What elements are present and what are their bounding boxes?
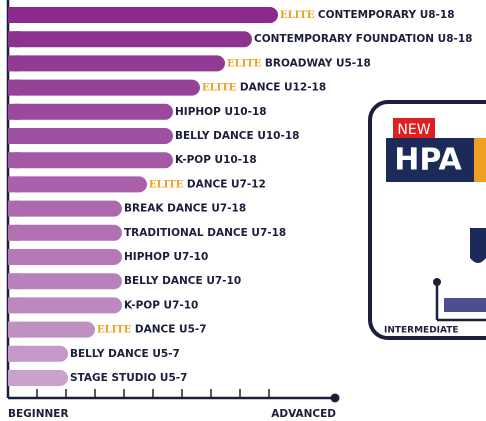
row-text: CONTEMPORARY U8-18 <box>318 9 455 21</box>
row-label: TRADITIONAL DANCE U7-18 <box>124 227 286 239</box>
bar-base <box>8 55 20 72</box>
row-label: K-POP U10-18 <box>175 154 257 166</box>
bar-base <box>8 345 20 362</box>
bar-base <box>8 79 20 96</box>
row-text: K-POP U7-10 <box>124 299 198 311</box>
card-dot <box>433 278 441 286</box>
row-label: K-POP U7-10 <box>124 299 198 311</box>
row-label: ELITE DANCE U5-7 <box>97 324 207 336</box>
bar <box>8 200 122 217</box>
bar <box>8 79 200 96</box>
bar-base <box>8 370 20 386</box>
bar-base <box>8 249 20 265</box>
row-text: BELLY DANCE U10-18 <box>175 130 299 142</box>
bar-base <box>8 103 20 120</box>
bar-base <box>8 297 20 314</box>
bar-base <box>8 152 20 169</box>
row-label: STAGE STUDIO U5-7 <box>70 372 187 384</box>
bar-base <box>8 224 20 241</box>
axis-end-label: ADVANCED <box>271 408 336 420</box>
bar <box>8 224 122 241</box>
row-label: CONTEMPORARY FOUNDATION U8-18 <box>254 33 473 45</box>
row-text: DANCE U5-7 <box>135 324 207 336</box>
card-bar <box>444 298 486 312</box>
bar <box>8 152 173 169</box>
bar <box>8 176 147 193</box>
card-level: INTERMEDIATE <box>384 326 459 336</box>
shield <box>470 228 486 263</box>
row-text: CONTEMPORARY FOUNDATION U8-18 <box>254 33 473 45</box>
row-label: HIPHOP U10-18 <box>175 106 267 118</box>
logo-accent <box>474 138 486 182</box>
bar-base <box>8 200 20 217</box>
row-label: HIPHOP U7-10 <box>124 251 208 263</box>
row-text: HIPHOP U7-10 <box>124 251 208 263</box>
row-text: K-POP U10-18 <box>175 154 257 166</box>
row-text: STAGE STUDIO U5-7 <box>70 372 187 384</box>
bar <box>8 370 68 386</box>
bar <box>8 7 278 23</box>
bar-base <box>8 128 20 144</box>
elite-tag: ELITE <box>202 82 240 93</box>
bar-base <box>8 321 20 338</box>
row-label: ELITE BROADWAY U5-18 <box>227 57 371 69</box>
row-text: BREAK DANCE U7-18 <box>124 203 246 215</box>
bar-base <box>8 31 20 48</box>
logo: HPA <box>394 143 462 178</box>
row-text: BROADWAY U5-18 <box>265 57 371 69</box>
row-label: ELITE DANCE U7-12 <box>149 178 266 190</box>
row-label: BELLY DANCE U10-18 <box>175 130 299 142</box>
row-label: BELLY DANCE U5-7 <box>70 348 180 360</box>
bar-base <box>8 273 20 290</box>
bar <box>8 249 122 265</box>
bar <box>8 345 68 362</box>
row-text: BELLY DANCE U5-7 <box>70 348 180 360</box>
bar <box>8 321 95 338</box>
elite-tag: ELITE <box>97 324 135 335</box>
bar <box>8 103 173 120</box>
bar-base <box>8 176 20 193</box>
axis-ticks <box>36 389 270 398</box>
elite-tag: ELITE <box>280 10 318 21</box>
row-text: TRADITIONAL DANCE U7-18 <box>124 227 286 239</box>
axis-start-label: BEGINNER <box>8 408 69 420</box>
row-label: ELITE CONTEMPORARY U8-18 <box>280 9 455 21</box>
row-text: HIPHOP U10-18 <box>175 106 267 118</box>
bar <box>8 297 122 314</box>
bar <box>8 55 225 72</box>
row-label: BELLY DANCE U7-10 <box>124 275 241 287</box>
badge: NEW <box>397 122 430 138</box>
row-text: DANCE U7-12 <box>187 178 266 190</box>
row-text: BELLY DANCE U7-10 <box>124 275 241 287</box>
row-label: BREAK DANCE U7-18 <box>124 203 246 215</box>
badge-bg <box>393 118 435 140</box>
bar <box>8 273 122 290</box>
elite-tag: ELITE <box>149 179 187 190</box>
axis-end-dot <box>330 393 340 403</box>
row-text: DANCE U12-18 <box>240 82 326 94</box>
card: NEW HPA INTERMEDIATE <box>368 100 486 340</box>
row-label: ELITE DANCE U12-18 <box>202 82 326 94</box>
bar <box>8 128 173 144</box>
logo-bg <box>386 138 486 182</box>
bar <box>8 31 252 48</box>
elite-tag: ELITE <box>227 58 265 69</box>
bar-base <box>8 7 20 23</box>
